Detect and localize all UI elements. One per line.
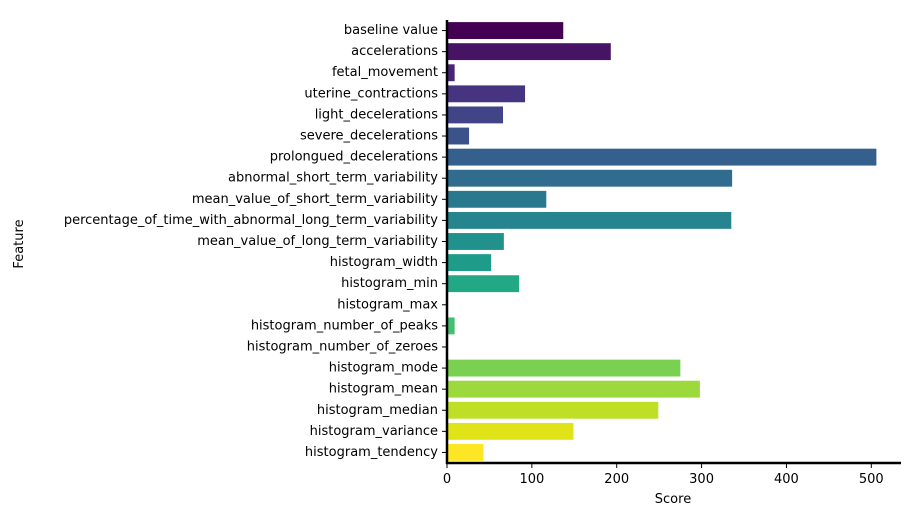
category-label: mean_value_of_long_term_variability [197,234,438,249]
bar-histogram-min [447,275,520,293]
bar-accelerations [447,43,611,61]
bar-fetal-movement [447,64,455,82]
category-label: histogram_variance [310,424,438,439]
category-label: histogram_width [330,255,438,270]
x-tick-label: 400 [774,472,799,487]
category-label: accelerations [351,44,438,59]
category-label: abnormal_short_term_variability [228,171,438,186]
category-label: severe_decelerations [300,129,438,144]
bar-prolongued-decelerations [447,148,877,166]
category-label: histogram_tendency [305,445,438,460]
bar-mean-value-of-long-term-variability [447,233,504,250]
bar-percentage-of-time-with-abnormal-long-term-variability [447,211,732,229]
y-axis-title: Feature [12,219,27,268]
category-label: uterine_contractions [304,86,438,101]
bar-histogram-median [447,401,659,419]
bar-severe-decelerations [447,127,470,145]
bar-histogram-number-of-peaks [447,317,455,335]
bar-histogram-width [447,254,492,272]
category-label: histogram_max [337,297,438,312]
category-labels-group: baseline value accelerations fetal_movemen… [64,23,447,460]
bar-uterine-contractions [447,85,526,103]
category-label: fetal_movement [332,65,438,80]
bar-abnormal-short-term-variability [447,169,733,187]
x-tick-label: 300 [689,472,714,487]
x-tick-label: 200 [604,472,629,487]
category-label: histogram_number_of_zeroes [247,339,439,354]
x-tick-label: 500 [859,472,884,487]
bar-mean-value-of-short-term-variability [447,190,547,208]
x-tick-label: 0 [443,472,451,487]
bar-histogram-mode [447,359,681,377]
bar-light-decelerations [447,106,504,124]
bar-histogram-mean [447,380,700,398]
x-tick-label: 100 [519,472,544,487]
category-label: light_decelerations [315,107,439,122]
category-label: mean_value_of_short_term_variability [192,192,438,207]
bar-histogram-variance [447,422,574,440]
category-label: histogram_mean [329,382,438,397]
category-label: baseline value [344,23,438,38]
category-label: prolongued_decelerations [270,150,439,165]
bar-baseline-value [447,22,564,39]
category-label: histogram_min [341,276,438,291]
bar-histogram-tendency [447,444,484,461]
category-label: histogram_mode [329,361,438,376]
bars-group [447,22,877,461]
category-label: histogram_number_of_peaks [251,318,438,333]
x-ticks-group: 0 100 200 300 400 500 [443,463,884,487]
category-label: percentage_of_time_with_abnormal_long_te… [64,213,438,228]
category-label: histogram_median [317,403,438,418]
x-axis-title: Score [655,492,691,507]
